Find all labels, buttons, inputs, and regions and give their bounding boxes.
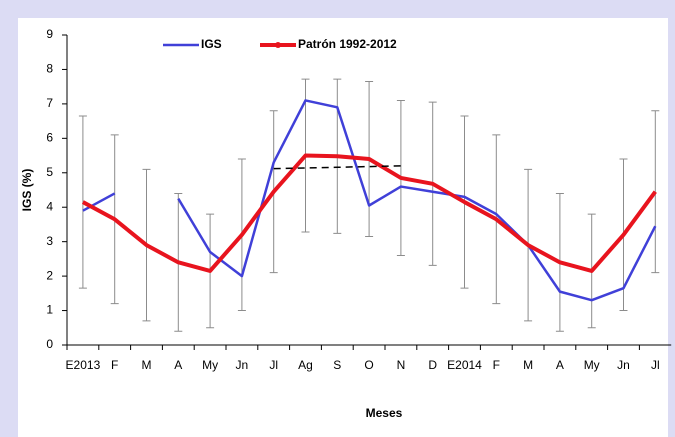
x-tick-label: M — [142, 358, 152, 372]
y-tick-label: 0 — [46, 337, 53, 351]
x-tick-label: D — [428, 358, 437, 372]
y-tick-label: 9 — [46, 27, 53, 41]
x-tick-label: E2013 — [66, 358, 101, 372]
x-tick-label: Ag — [298, 358, 313, 372]
y-tick-label: 6 — [46, 131, 53, 145]
x-axis-title: Meses — [366, 406, 403, 420]
series-line — [81, 153, 657, 273]
legend-label: IGS — [201, 37, 222, 51]
series-line — [82, 99, 657, 302]
x-tick-label: Jn — [617, 358, 630, 372]
y-tick-label: 1 — [46, 303, 53, 317]
y-tick-label: 2 — [46, 268, 53, 282]
x-tick-label: Jn — [236, 358, 249, 372]
x-tick-label: A — [174, 358, 182, 372]
x-tick-label: F — [111, 358, 118, 372]
x-tick-label: My — [584, 358, 600, 372]
error-bar — [78, 115, 87, 289]
x-tick-label: E2014 — [447, 358, 482, 372]
x-tick-label: S — [333, 358, 341, 372]
legend-marker — [275, 42, 281, 48]
y-tick-label: 5 — [46, 165, 53, 179]
x-tick-label: N — [397, 358, 406, 372]
x-tick-label: M — [523, 358, 533, 372]
x-tick-label: Jl — [269, 358, 278, 372]
legend-label: Patrón 1992-2012 — [298, 37, 397, 51]
x-tick-label: My — [202, 358, 218, 372]
y-tick-label: 3 — [46, 234, 53, 248]
x-tick-label: Jl — [651, 358, 660, 372]
y-tick-label: 7 — [46, 96, 53, 110]
x-tick-label: A — [556, 358, 564, 372]
x-tick-label: F — [493, 358, 500, 372]
y-tick-label: 8 — [46, 62, 53, 76]
chart-panel — [18, 18, 668, 437]
trend-line — [273, 165, 401, 170]
y-tick-label: 4 — [46, 199, 53, 213]
x-tick-label: O — [364, 358, 373, 372]
y-axis-title: IGS (%) — [20, 169, 34, 212]
